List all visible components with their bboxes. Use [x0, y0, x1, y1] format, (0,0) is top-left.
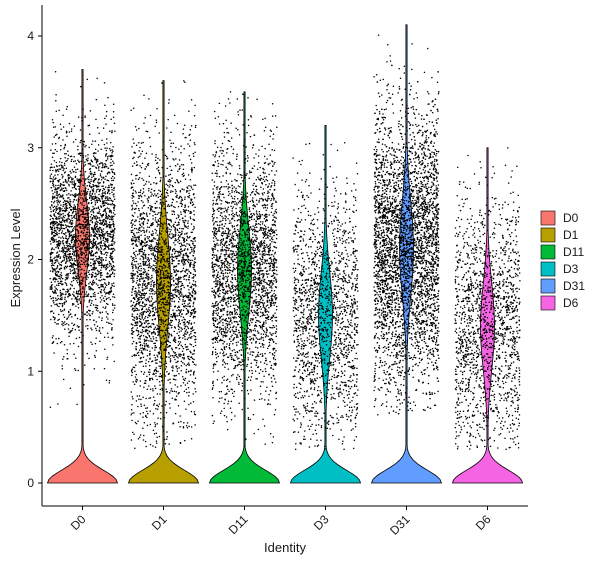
legend-swatch-d11 — [540, 244, 556, 260]
legend-swatch-d6 — [540, 295, 556, 311]
points-d1 — [130, 80, 197, 449]
violin-d1 — [127, 80, 200, 484]
legend-swatch-d1 — [540, 227, 556, 243]
points-d0 — [49, 70, 116, 408]
x-tick-label-d3: D3 — [311, 512, 332, 533]
jitter-points — [49, 34, 521, 451]
y-tick-label: 3 — [27, 141, 34, 155]
points-d6 — [454, 147, 521, 451]
legend: D0 D1 D11 D3 D31 D6 — [540, 210, 585, 311]
x-tick-label-d6: D6 — [473, 512, 494, 533]
legend-label-d1: D1 — [563, 228, 579, 242]
y-tick-label: 0 — [27, 476, 34, 490]
violins — [46, 24, 524, 484]
y-tick-label: 1 — [27, 364, 34, 378]
x-tick-label-d1: D1 — [149, 512, 170, 533]
violin-d6 — [451, 147, 524, 484]
points-d31 — [373, 34, 440, 416]
legend-label-d31: D31 — [563, 279, 585, 293]
legend-label-d6: D6 — [563, 296, 579, 310]
axes — [41, 5, 528, 507]
x-ticks: D0 D1 D11 D3 D31 D6 — [68, 506, 494, 538]
points-d3 — [292, 142, 359, 451]
y-axis-title: Expression Level — [8, 208, 23, 307]
violin-d0 — [46, 69, 119, 484]
legend-swatch-d0 — [540, 210, 556, 226]
legend-label-d3: D3 — [563, 262, 579, 276]
y-tick-label: 2 — [27, 253, 34, 267]
legend-label-d11: D11 — [563, 245, 584, 259]
points-d11 — [211, 91, 278, 447]
y-ticks: 0 1 2 3 4 — [27, 29, 42, 490]
x-axis-title: Identity — [264, 540, 306, 555]
x-tick-label-d31: D31 — [387, 512, 413, 538]
legend-swatch-d31 — [540, 278, 556, 294]
violin-d3 — [289, 125, 362, 484]
x-tick-label-d11: D11 — [226, 512, 251, 537]
legend-label-d0: D0 — [563, 211, 579, 225]
y-tick-label: 4 — [27, 29, 34, 43]
x-tick-label-d0: D0 — [68, 512, 89, 533]
legend-swatch-d3 — [540, 261, 556, 277]
